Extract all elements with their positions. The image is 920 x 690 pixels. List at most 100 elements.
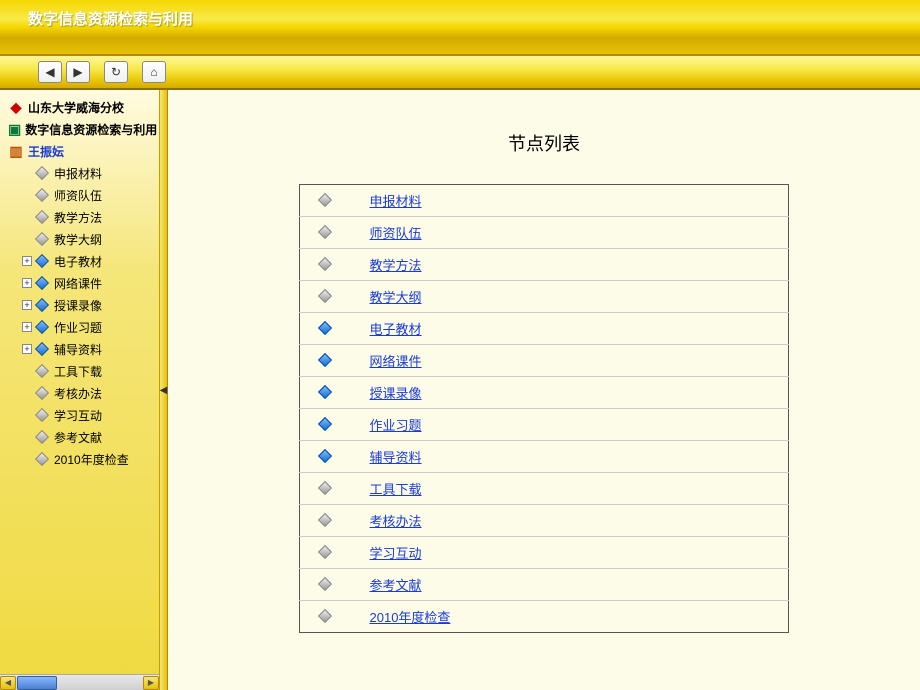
tree-label: 数字信息资源检索与利用 xyxy=(25,121,157,138)
app-title: 数字信息资源检索与利用 xyxy=(28,8,193,29)
doc-icon xyxy=(318,576,332,590)
node-link[interactable]: 辅导资料 xyxy=(370,450,422,465)
node-row: 学习互动 xyxy=(300,537,789,569)
tree-author[interactable]: ▥ 王振妘 xyxy=(4,140,155,162)
node-link[interactable]: 作业习题 xyxy=(370,418,422,433)
doc-icon xyxy=(34,165,50,181)
back-button[interactable]: ◀ xyxy=(38,61,62,83)
tree-item-label: 教学方法 xyxy=(54,209,102,226)
tree-item[interactable]: 教学大纲 xyxy=(4,228,155,250)
expand-icon[interactable]: + xyxy=(22,278,32,288)
tree-item[interactable]: + 网络课件 xyxy=(4,272,155,294)
tree-item[interactable]: 工具下载 xyxy=(4,360,155,382)
tree-item[interactable]: 2010年度检查 xyxy=(4,448,155,470)
node-link[interactable]: 教学大纲 xyxy=(370,290,422,305)
forward-button[interactable]: ▶ xyxy=(66,61,90,83)
splitter[interactable]: ◀ xyxy=(160,90,168,690)
node-icon-cell xyxy=(300,505,360,537)
tree-item[interactable]: 教学方法 xyxy=(4,206,155,228)
expand-icon[interactable]: + xyxy=(22,322,32,332)
scroll-thumb[interactable] xyxy=(17,676,57,690)
book-icon: ▣ xyxy=(8,121,21,137)
tree-item[interactable]: + 电子教材 xyxy=(4,250,155,272)
refresh-button[interactable]: ↻ xyxy=(104,61,128,83)
tree-item[interactable]: + 授课录像 xyxy=(4,294,155,316)
home-button[interactable]: ⌂ xyxy=(142,61,166,83)
node-icon-cell xyxy=(300,313,360,345)
node-list-table: 申报材料师资队伍教学方法教学大纲电子教材网络课件授课录像作业习题辅导资料工具下载… xyxy=(299,184,789,633)
tree-item-label: 工具下载 xyxy=(54,363,102,380)
node-row: 教学方法 xyxy=(300,249,789,281)
node-link[interactable]: 申报材料 xyxy=(370,194,422,209)
node-link[interactable]: 工具下载 xyxy=(370,482,422,497)
node-row: 电子教材 xyxy=(300,313,789,345)
doc-icon xyxy=(34,429,50,445)
tree-item-label: 考核办法 xyxy=(54,385,102,402)
tree-item-label: 辅导资料 xyxy=(54,341,102,358)
expand-icon[interactable]: + xyxy=(22,300,32,310)
node-icon-cell xyxy=(300,217,360,249)
folder-icon xyxy=(318,448,332,462)
node-icon-cell xyxy=(300,569,360,601)
tree-root-university[interactable]: ◆ 山东大学威海分校 xyxy=(4,96,155,118)
node-link[interactable]: 师资队伍 xyxy=(370,226,422,241)
sidebar-scrollbar[interactable]: ◀ ▶ xyxy=(0,674,159,690)
tree-item[interactable]: 师资队伍 xyxy=(4,184,155,206)
tree-label: 王振妘 xyxy=(28,143,64,160)
tree-item-label: 申报材料 xyxy=(54,165,102,182)
folder-icon xyxy=(318,352,332,366)
doc-icon xyxy=(318,480,332,494)
node-link[interactable]: 授课录像 xyxy=(370,386,422,401)
node-row: 参考文献 xyxy=(300,569,789,601)
node-row: 2010年度检查 xyxy=(300,601,789,633)
node-icon-cell xyxy=(300,185,360,217)
folder-icon xyxy=(318,384,332,398)
node-icon-cell xyxy=(300,537,360,569)
tree-item[interactable]: 参考文献 xyxy=(4,426,155,448)
doc-icon xyxy=(34,363,50,379)
tree-item-label: 作业习题 xyxy=(54,319,102,336)
tree-item-label: 学习互动 xyxy=(54,407,102,424)
sidebar: ◆ 山东大学威海分校 ▣ 数字信息资源检索与利用 ▥ 王振妘 申报材料师资队伍教… xyxy=(0,90,160,690)
splitter-handle-icon: ◀ xyxy=(160,385,168,396)
folder-icon xyxy=(318,320,332,334)
tree-course[interactable]: ▣ 数字信息资源检索与利用 xyxy=(4,118,155,140)
doc-icon xyxy=(318,192,332,206)
app-frame: 数字信息资源检索与利用 ◀ ▶ ↻ ⌂ ◆ 山东大学威海分校 ▣ 数字信息资源检… xyxy=(0,0,920,690)
node-icon-cell xyxy=(300,601,360,633)
scroll-right-button[interactable]: ▶ xyxy=(143,676,159,690)
node-row: 教学大纲 xyxy=(300,281,789,313)
tree-item-label: 师资队伍 xyxy=(54,187,102,204)
node-row: 申报材料 xyxy=(300,185,789,217)
doc-icon xyxy=(318,256,332,270)
node-link[interactable]: 参考文献 xyxy=(370,578,422,593)
tree-item[interactable]: + 辅导资料 xyxy=(4,338,155,360)
tree-item-label: 教学大纲 xyxy=(54,231,102,248)
node-link[interactable]: 考核办法 xyxy=(370,514,422,529)
scroll-left-button[interactable]: ◀ xyxy=(0,676,16,690)
tree-item[interactable]: 申报材料 xyxy=(4,162,155,184)
doc-icon xyxy=(318,512,332,526)
doc-icon xyxy=(34,209,50,225)
node-link[interactable]: 电子教材 xyxy=(370,322,422,337)
node-row: 作业习题 xyxy=(300,409,789,441)
node-row: 辅导资料 xyxy=(300,441,789,473)
doc-icon xyxy=(34,451,50,467)
expand-icon[interactable]: + xyxy=(22,344,32,354)
tree-item[interactable]: 考核办法 xyxy=(4,382,155,404)
tree-item-label: 网络课件 xyxy=(54,275,102,292)
tree-item-label: 授课录像 xyxy=(54,297,102,314)
books-icon: ▥ xyxy=(8,143,24,159)
titlebar: 数字信息资源检索与利用 xyxy=(0,0,920,56)
node-link[interactable]: 教学方法 xyxy=(370,258,422,273)
tree-item[interactable]: + 作业习题 xyxy=(4,316,155,338)
university-icon: ◆ xyxy=(8,99,24,115)
expand-icon[interactable]: + xyxy=(22,256,32,266)
node-link[interactable]: 学习互动 xyxy=(370,546,422,561)
node-link[interactable]: 2010年度检查 xyxy=(370,610,451,625)
node-icon-cell xyxy=(300,441,360,473)
node-link[interactable]: 网络课件 xyxy=(370,354,422,369)
node-icon-cell xyxy=(300,281,360,313)
tree-item-label: 电子教材 xyxy=(54,253,102,270)
tree-item[interactable]: 学习互动 xyxy=(4,404,155,426)
